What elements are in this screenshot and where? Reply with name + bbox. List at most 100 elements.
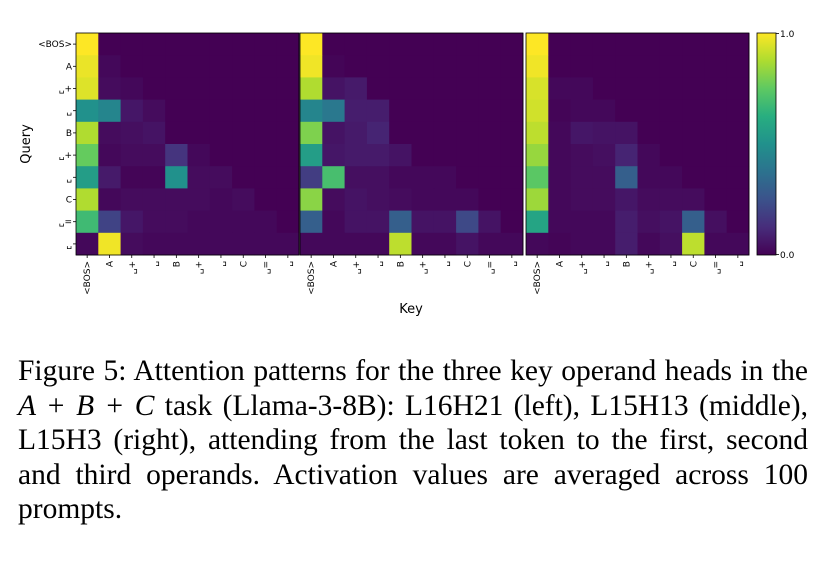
heatmap-cell: [500, 77, 524, 100]
x-tick-label: A: [329, 260, 339, 267]
heatmap-cell: [300, 210, 323, 234]
heatmap-cell: [322, 144, 345, 167]
heatmap-cell: [389, 144, 412, 167]
heatmap-cell: [276, 166, 300, 189]
heatmap-cell: [411, 121, 435, 145]
heatmap-cell: [592, 210, 616, 234]
heatmap-cell: [456, 33, 479, 56]
heatmap-cell: [411, 210, 435, 234]
y-tick-label: ␣+: [59, 85, 72, 95]
heatmap-cell: [682, 99, 705, 123]
x-tick-label: ␣+: [645, 261, 655, 274]
heatmap-cell: [570, 144, 594, 167]
heatmap-cell: [366, 144, 390, 167]
heatmap-cell: [389, 55, 412, 78]
heatmap-cell: [433, 121, 457, 145]
heatmap-cell: [478, 188, 502, 211]
heatmap-cell: [120, 77, 144, 100]
heatmap-cell: [659, 210, 683, 234]
heatmap-cell: [433, 99, 457, 123]
heatmap-cell: [411, 77, 435, 100]
heatmap-cell: [322, 55, 345, 78]
heatmap-cell: [570, 121, 594, 145]
heatmap-cell: [500, 55, 524, 78]
heatmap-cell: [637, 121, 661, 145]
heatmap-cell: [682, 210, 705, 234]
heatmap-cell: [98, 99, 121, 123]
heatmap-cell: [704, 232, 728, 256]
heatmap-cell: [456, 121, 479, 145]
heatmap-cell: [526, 55, 549, 78]
heatmap-cell: [344, 77, 368, 100]
x-tick-label: ␣: [441, 261, 451, 267]
heatmap-cell: [478, 33, 502, 56]
heatmap-cell: [456, 188, 479, 211]
heatmap-cell: [433, 210, 457, 234]
heatmap-cell: [98, 166, 121, 189]
x-tick-label: <BOS>: [307, 261, 317, 295]
heatmap-cell: [98, 77, 121, 100]
heatmap-cell: [526, 77, 549, 100]
heatmap-cell: [570, 166, 594, 189]
heatmap-cell: [570, 77, 594, 100]
heatmap-cell: [232, 188, 255, 211]
heatmap-cell: [526, 188, 549, 211]
heatmap-cell: [548, 232, 571, 256]
heatmap-cell: [726, 144, 750, 167]
heatmap-cell: [300, 166, 323, 189]
heatmap-cell: [682, 166, 705, 189]
heatmap-cell: [592, 144, 616, 167]
heatmap-cell: [142, 188, 166, 211]
heatmap-cell: [548, 77, 571, 100]
heatmap-cell: [322, 166, 345, 189]
heatmap-cell: [254, 166, 278, 189]
heatmap-cell: [120, 232, 144, 256]
heatmap-cell: [232, 121, 255, 145]
heatmap-cell: [209, 77, 233, 100]
heatmap-cell: [456, 77, 479, 100]
heatmap-cell: [389, 99, 412, 123]
heatmap-cell: [98, 55, 121, 78]
heatmap-cell: [682, 144, 705, 167]
heatmap-cell: [98, 144, 121, 167]
heatmap-cell: [548, 144, 571, 167]
heatmap-cell: [411, 99, 435, 123]
heatmap-cell: [187, 33, 211, 56]
heatmap-cell: [209, 188, 233, 211]
heatmap-cell: [165, 166, 188, 189]
heatmap-cell: [322, 121, 345, 145]
heatmap-cell: [682, 33, 705, 56]
heatmap-cell: [478, 144, 502, 167]
heatmap-cell: [276, 55, 300, 78]
heatmap-cell: [276, 188, 300, 211]
heatmap-cell: [366, 77, 390, 100]
heatmap-cell: [592, 166, 616, 189]
attention-heatmap-figure: <BOS> A ␣+ ␣ B ␣+ ␣ C ␣= ␣ <BOS> A ␣+ ␣ B ␣+ ␣ C ␣= ␣ <BOS> A…: [19, 30, 795, 317]
heatmap-cell: [165, 121, 188, 145]
heatmap-cell: [76, 121, 99, 145]
heatmap-cell: [411, 33, 435, 56]
heatmap-cell: [120, 121, 144, 145]
heatmap-cell: [726, 166, 750, 189]
heatmap-cell: [704, 77, 728, 100]
heatmap-cell: [548, 188, 571, 211]
heatmap-cell: [76, 144, 99, 167]
heatmap-cell: [500, 144, 524, 167]
colorbar-min-label: 0.0: [780, 251, 795, 261]
heatmap-cell: [526, 232, 549, 256]
heatmap-cell: [570, 55, 594, 78]
heatmap-cell: [548, 121, 571, 145]
heatmap-cell: [187, 144, 211, 167]
x-tick-label: A: [555, 260, 565, 267]
heatmap-cell: [478, 166, 502, 189]
heatmap-cell: [659, 33, 683, 56]
heatmap-cell: [165, 99, 188, 123]
heatmap-cell: [120, 55, 144, 78]
heatmap-cell: [570, 232, 594, 256]
heatmap-cell: [187, 99, 211, 123]
heatmap-cell: [615, 144, 638, 167]
heatmap-cell: [500, 232, 524, 256]
heatmap-cell: [592, 99, 616, 123]
heatmap-cell: [120, 33, 144, 56]
heatmap-cell: [637, 166, 661, 189]
